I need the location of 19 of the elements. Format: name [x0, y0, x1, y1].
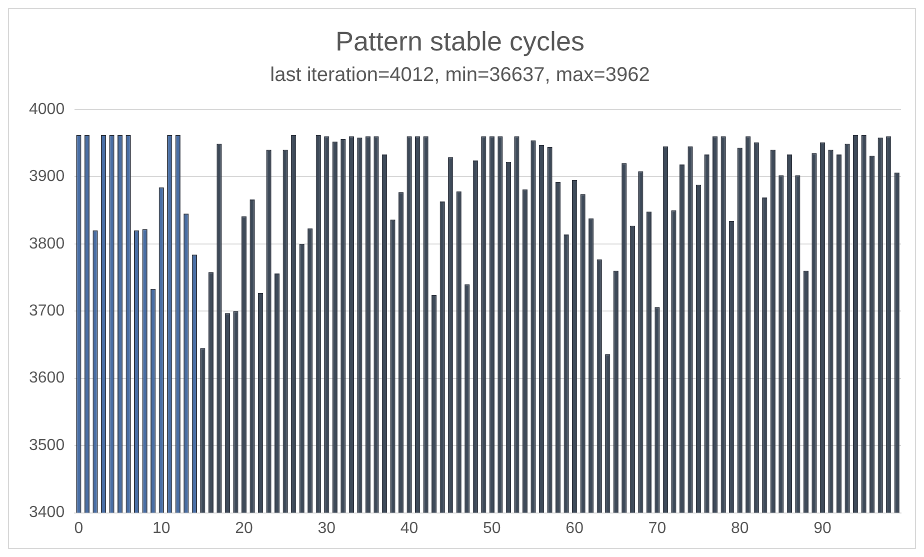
y-tick-label: 3700 [29, 302, 65, 320]
x-tick-label: 80 [730, 520, 749, 537]
x-tick-label: 40 [400, 520, 418, 537]
x-tick-label: 0 [74, 520, 84, 537]
chart-title: Pattern stable cycles [335, 26, 585, 57]
y-tick-label: 3400 [29, 504, 65, 522]
x-tick-label: 50 [483, 520, 501, 537]
y-tick-label: 3500 [29, 436, 65, 454]
x-tick-label: 10 [152, 520, 170, 537]
x-tick-label: 70 [648, 520, 666, 537]
y-tick-label: 4000 [29, 100, 65, 118]
x-tick-label: 90 [814, 520, 832, 537]
y-tick-label: 3800 [29, 235, 65, 252]
x-tick-label: 30 [318, 520, 336, 537]
x-tick-label: 20 [235, 520, 254, 537]
y-tick-label: 3900 [29, 168, 65, 186]
chart-subtitle: last iteration=4012, min=36637, max=3962 [270, 64, 650, 86]
x-tick-label: 60 [566, 520, 584, 537]
y-tick-label: 3600 [29, 370, 65, 387]
